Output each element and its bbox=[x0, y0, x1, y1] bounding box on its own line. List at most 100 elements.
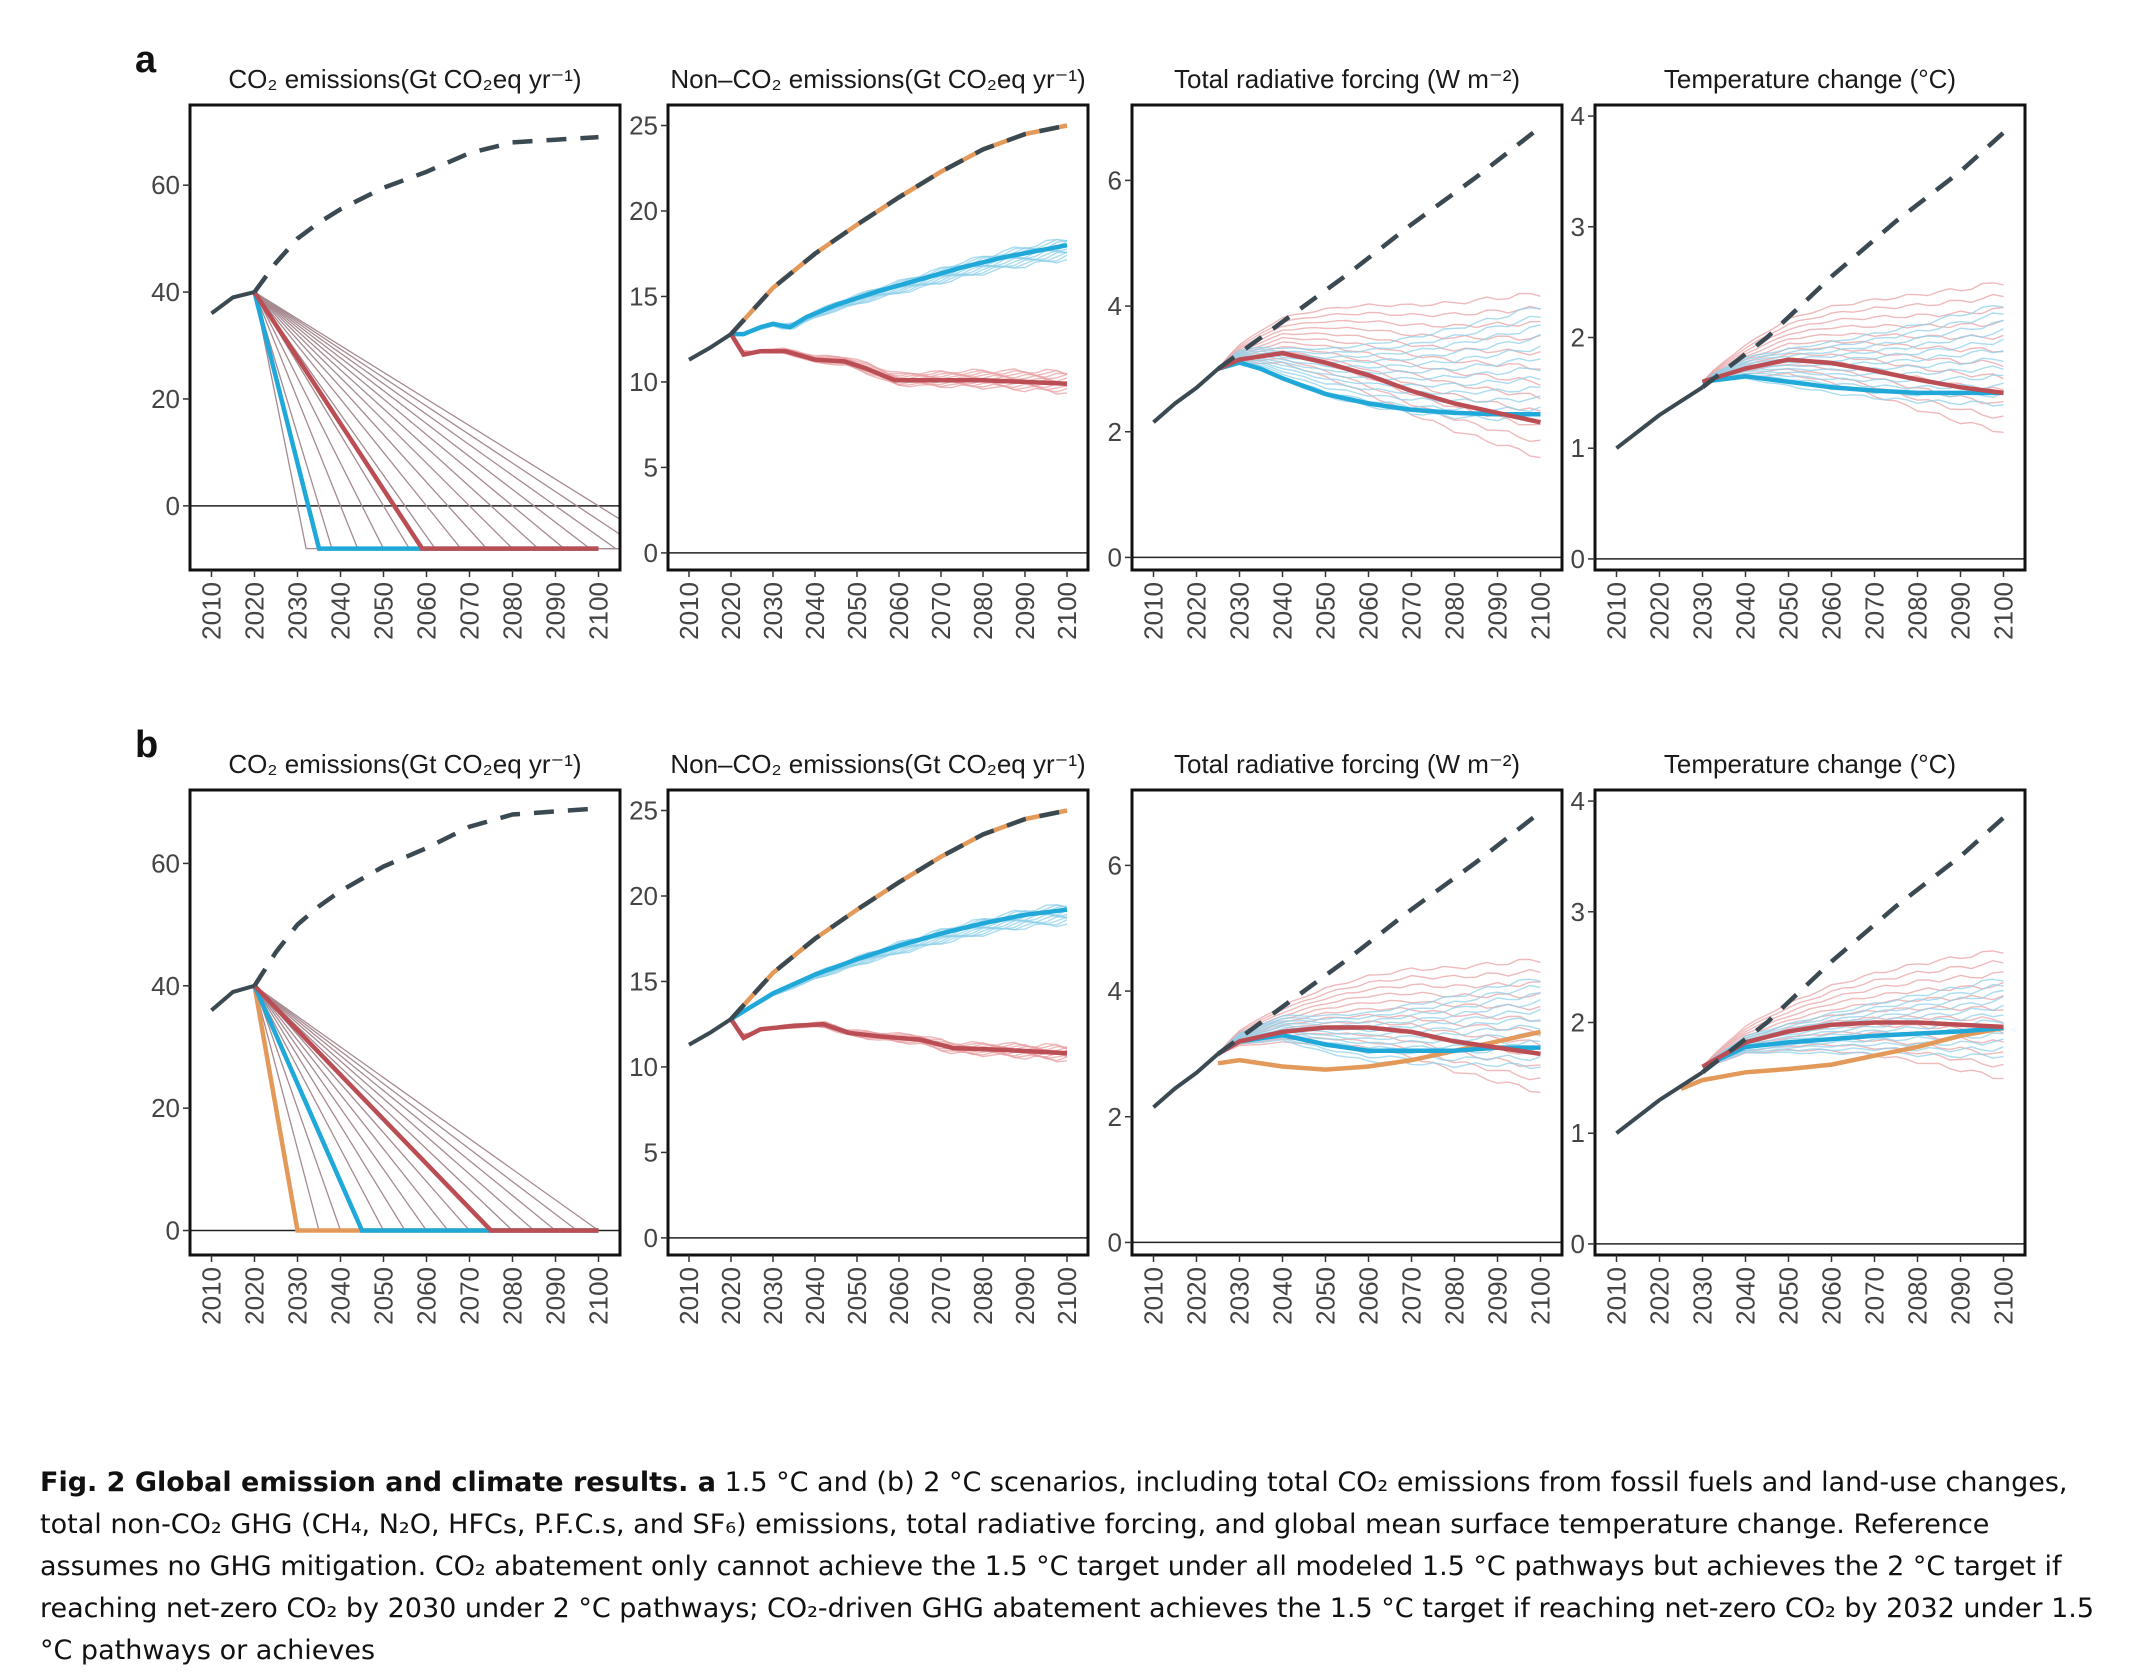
reference-history-line bbox=[210, 983, 256, 1012]
chart-panel-a-3: Total radiative forcing (W m⁻²) 0 2 4 6 2010 2… bbox=[1108, 64, 1564, 640]
figure-caption: Fig. 2 Global emission and climate resul… bbox=[40, 1462, 2110, 1672]
legend-label-co2_driven: CO₂–driven GHG abatement bbox=[925, 1395, 1320, 1400]
x-tick-label: 2020 bbox=[1645, 1267, 1675, 1325]
x-tick-label: 2090 bbox=[1483, 1267, 1513, 1325]
x-tick-label: 2080 bbox=[1440, 1267, 1470, 1325]
blue_fan-line bbox=[730, 904, 1068, 1020]
blue_fan-line bbox=[1217, 992, 1541, 1055]
blue_fan-line bbox=[1217, 978, 1541, 1055]
x-tick-label: 2020 bbox=[1182, 582, 1212, 640]
y-tick-label: 0 bbox=[166, 1216, 180, 1246]
reference-line bbox=[252, 806, 599, 988]
x-tick-label: 2020 bbox=[240, 582, 270, 640]
caption-text: 1.5 °C and (b) 2 °C scenarios, including… bbox=[40, 1467, 2095, 1666]
comprehensive-line bbox=[252, 290, 599, 551]
x-tick-label: 2050 bbox=[369, 1267, 399, 1325]
reference-line bbox=[729, 808, 1068, 1021]
x-tick-label: 2030 bbox=[1225, 1267, 1255, 1325]
reference-line bbox=[729, 123, 1068, 336]
reference-history-line bbox=[210, 290, 255, 316]
y-tick-label: 10 bbox=[629, 1052, 658, 1082]
co2-driven-line bbox=[731, 242, 1068, 337]
blue_fan-line bbox=[1702, 365, 2004, 383]
chart-panel-a-2: Non–CO₂ emissions(Gt CO₂eq yr⁻¹) 0 5 10 15 20… bbox=[629, 64, 1090, 640]
red_fan-line bbox=[1217, 958, 1541, 1055]
red_fan-line bbox=[1217, 336, 1541, 370]
chart-panel-a-4: Temperature change (°C) 0 1 2 3 4 2010 2020 2030… bbox=[1571, 64, 2027, 640]
x-tick-label: 2090 bbox=[541, 1267, 571, 1325]
blue_fan-line bbox=[1217, 345, 1541, 370]
comprehensive-line bbox=[1701, 357, 2004, 396]
x-tick-label: 2010 bbox=[1602, 582, 1632, 640]
caption-label: Fig. 2 Global emission and climate resul… bbox=[40, 1467, 716, 1498]
x-tick-label: 2040 bbox=[1731, 1267, 1761, 1325]
red_fan-line bbox=[1217, 332, 1541, 370]
x-tick-label: 2050 bbox=[1774, 582, 1804, 640]
y-tick-label: 0 bbox=[1108, 542, 1122, 572]
panel-frame bbox=[666, 788, 1090, 1257]
red_fan-line bbox=[1701, 950, 2004, 1068]
x-tick-label: 2080 bbox=[1440, 582, 1470, 640]
panel-frame bbox=[1130, 103, 1564, 572]
co2-driven-line bbox=[729, 907, 1068, 1022]
panel-frame bbox=[188, 788, 622, 1257]
reference-history-line bbox=[1152, 1052, 1220, 1109]
legend-label-co2_only: CO₂ abatement only bbox=[565, 1395, 845, 1400]
y-tick-label: 1 bbox=[1571, 1118, 1585, 1148]
x-tick-label: 2040 bbox=[326, 582, 356, 640]
y-tick-label: 10 bbox=[629, 367, 658, 397]
co2-driven-line bbox=[1701, 1025, 2004, 1069]
y-tick-label: 4 bbox=[1571, 101, 1585, 131]
chart-panel-b-4: Temperature change (°C) 0 1 2 3 4 2010 2020 2030… bbox=[1571, 749, 2027, 1325]
y-tick-label: 0 bbox=[644, 1223, 658, 1253]
x-tick-label: 2050 bbox=[1311, 1267, 1341, 1325]
y-tick-label: 6 bbox=[1108, 850, 1122, 880]
x-tick-label: 2100 bbox=[584, 582, 614, 640]
x-tick-label: 2080 bbox=[498, 582, 528, 640]
blue_fan-line bbox=[730, 904, 1068, 1020]
x-tick-label: 2030 bbox=[1688, 582, 1718, 640]
x-tick-label: 2010 bbox=[197, 1267, 227, 1325]
blue_fan-line bbox=[1702, 978, 2004, 1068]
blue_fan-line bbox=[1702, 304, 2004, 383]
x-tick-label: 2070 bbox=[455, 582, 485, 640]
legend-label-comprehensive: Comprehensive GHG abatement bbox=[1413, 1395, 1865, 1400]
panel-title: Non–CO₂ emissions(Gt CO₂eq yr⁻¹) bbox=[670, 749, 1085, 779]
red_fan-line bbox=[1702, 340, 2004, 383]
y-tick-label: 2 bbox=[1108, 417, 1122, 447]
red_fan-line bbox=[1217, 1006, 1541, 1055]
red_fan-line bbox=[1702, 981, 2004, 1068]
y-tick-label: 1 bbox=[1571, 433, 1585, 463]
y-tick-label: 40 bbox=[151, 277, 180, 307]
x-tick-label: 2020 bbox=[716, 1267, 746, 1325]
reference-line bbox=[1701, 131, 2006, 390]
blue_fan-line bbox=[730, 922, 1068, 1020]
red_fan-line bbox=[1702, 372, 2004, 433]
reference-history-line bbox=[688, 1017, 733, 1047]
x-tick-label: 2060 bbox=[1354, 1267, 1384, 1325]
comprehensive-line bbox=[729, 332, 1068, 386]
reference-history-line bbox=[1615, 385, 1704, 450]
reference-history-line bbox=[1615, 1070, 1704, 1135]
blue_fan-line bbox=[1702, 1046, 2004, 1068]
y-tick-label: 0 bbox=[644, 538, 658, 568]
y-tick-label: 2 bbox=[1571, 323, 1585, 353]
red_fan-line bbox=[1217, 357, 1541, 443]
red_fan-line bbox=[1702, 971, 2004, 1068]
y-tick-label: 6 bbox=[1108, 165, 1122, 195]
x-tick-label: 2010 bbox=[1139, 1267, 1169, 1325]
y-tick-label: 40 bbox=[151, 971, 180, 1001]
y-tick-label: 0 bbox=[1571, 1229, 1585, 1259]
x-tick-label: 2010 bbox=[1139, 582, 1169, 640]
red_fan-line bbox=[730, 1018, 1068, 1052]
x-tick-label: 2100 bbox=[584, 1267, 614, 1325]
blue_fan-line bbox=[730, 919, 1068, 1020]
x-tick-label: 2060 bbox=[1354, 582, 1384, 640]
panel-title: CO₂ emissions(Gt CO₂eq yr⁻¹) bbox=[228, 64, 581, 94]
y-tick-label: 15 bbox=[629, 281, 658, 311]
x-tick-label: 2030 bbox=[1225, 582, 1255, 640]
blue_fan-line bbox=[730, 254, 1068, 336]
panel-frame bbox=[1130, 788, 1564, 1257]
